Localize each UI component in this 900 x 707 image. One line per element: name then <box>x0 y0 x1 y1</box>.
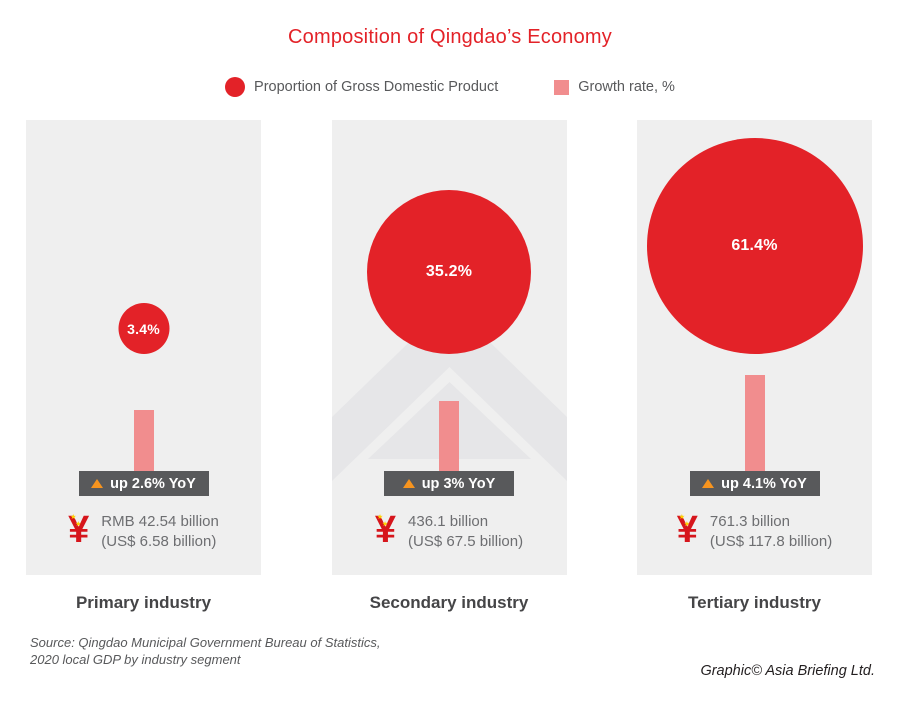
chart-title: Composition of Qingdao’s Economy <box>288 26 612 48</box>
panel-secondary-industry: 35.2% up 3% YoY ¥ ★ ★ 436.1 billion (US$ 6… <box>331 120 567 613</box>
gdp-share-value: 61.4% <box>731 237 778 254</box>
yuan-icon: ¥ ★ ★ <box>676 509 698 551</box>
money-text: 761.3 billion (US$ 117.8 billion) <box>710 510 832 552</box>
money-text: RMB 42.54 billion (US$ 6.58 billion) <box>101 510 219 552</box>
source-note: Source: Qingdao Municipal Government Bur… <box>30 634 380 668</box>
panel-box-secondary: 35.2% up 3% YoY ¥ ★ ★ 436.1 billion (US$ 6… <box>331 120 567 575</box>
legend: Proportion of Gross Domestic Product Gro… <box>0 77 900 97</box>
panel-box-tertiary: 61.4% up 4.1% YoY ¥ ★ ★ 761.3 billion (US$… <box>637 120 872 575</box>
rmb-value: 761.3 billion <box>709 513 790 530</box>
legend-label-growth: Growth rate, % <box>578 79 675 95</box>
yuan-icon: ¥ ★ ★ <box>374 509 397 551</box>
gdp-circle-marker-icon <box>225 77 246 97</box>
rmb-value: 436.1 billion <box>408 513 489 530</box>
source-line-1: Source: Qingdao Municipal Government Bur… <box>30 635 381 650</box>
growth-badge: up 2.6% YoY <box>78 471 209 496</box>
star-icon: ★ <box>376 514 384 521</box>
panel-tertiary-industry: 61.4% up 4.1% YoY ¥ ★ ★ 761.3 billion (US$… <box>637 120 872 613</box>
gdp-share-circle: 35.2% <box>367 190 531 354</box>
industry-label-secondary: Secondary industry <box>369 593 529 612</box>
star-icon: ★ <box>678 514 686 521</box>
growth-badge-label: up 3% YoY <box>421 475 496 492</box>
money-row: ¥ ★ ★ 761.3 billion (US$ 117.8 billion) <box>637 510 872 552</box>
growth-badge-label: up 4.1% YoY <box>721 475 807 492</box>
growth-rate-bar <box>133 410 154 471</box>
usd-value: (US$ 67.5 billion) <box>408 533 524 550</box>
money-row: ¥ ★ ★ RMB 42.54 billion (US$ 6.58 billion) <box>26 510 261 552</box>
up-arrow-icon <box>702 479 715 488</box>
industry-label-primary: Primary industry <box>75 593 212 612</box>
usd-value: (US$ 6.58 billion) <box>101 533 217 550</box>
growth-badge: up 4.1% YoY <box>689 471 820 496</box>
usd-value: (US$ 117.8 billion) <box>709 533 833 550</box>
growth-badge: up 3% YoY <box>384 471 514 496</box>
growth-badge-label: up 2.6% YoY <box>110 475 196 492</box>
up-arrow-icon <box>91 479 104 488</box>
growth-rate-bar <box>744 375 765 471</box>
legend-item-growth: Growth rate, % <box>554 79 675 95</box>
gdp-share-circle: 3.4% <box>118 303 169 354</box>
legend-item-gdp: Proportion of Gross Domestic Product <box>225 77 498 97</box>
credit-note: Graphic© Asia Briefing Ltd. <box>700 663 875 679</box>
up-arrow-icon <box>402 479 415 488</box>
legend-label-gdp: Proportion of Gross Domestic Product <box>254 79 499 95</box>
gdp-share-value: 3.4% <box>127 320 160 337</box>
rmb-value: RMB 42.54 billion <box>101 513 219 530</box>
gdp-share-circle: 61.4% <box>646 138 863 354</box>
gdp-share-value: 35.2% <box>425 263 473 280</box>
panel-box-primary: 3.4% up 2.6% YoY ¥ ★ ★ RMB 42.54 billion (… <box>26 120 261 575</box>
star-icon: ★ <box>70 514 77 521</box>
growth-square-marker-icon <box>554 79 570 95</box>
star-icon: ★ <box>683 521 691 528</box>
panels-row: 3.4% up 2.6% YoY ¥ ★ ★ RMB 42.54 billion (… <box>0 120 900 613</box>
star-icon: ★ <box>75 521 82 528</box>
star-icon: ★ <box>381 521 389 528</box>
panel-primary-industry: 3.4% up 2.6% YoY ¥ ★ ★ RMB 42.54 billion (… <box>26 120 261 613</box>
money-row: ¥ ★ ★ 436.1 billion (US$ 67.5 billion) <box>332 510 567 552</box>
yuan-icon: ¥ ★ ★ <box>68 509 90 551</box>
growth-rate-bar <box>439 401 459 471</box>
source-line-2: 2020 local GDP by industry segment <box>30 652 241 667</box>
money-text: 436.1 billion (US$ 67.5 billion) <box>408 510 523 552</box>
industry-label-tertiary: Tertiary industry <box>688 593 821 612</box>
